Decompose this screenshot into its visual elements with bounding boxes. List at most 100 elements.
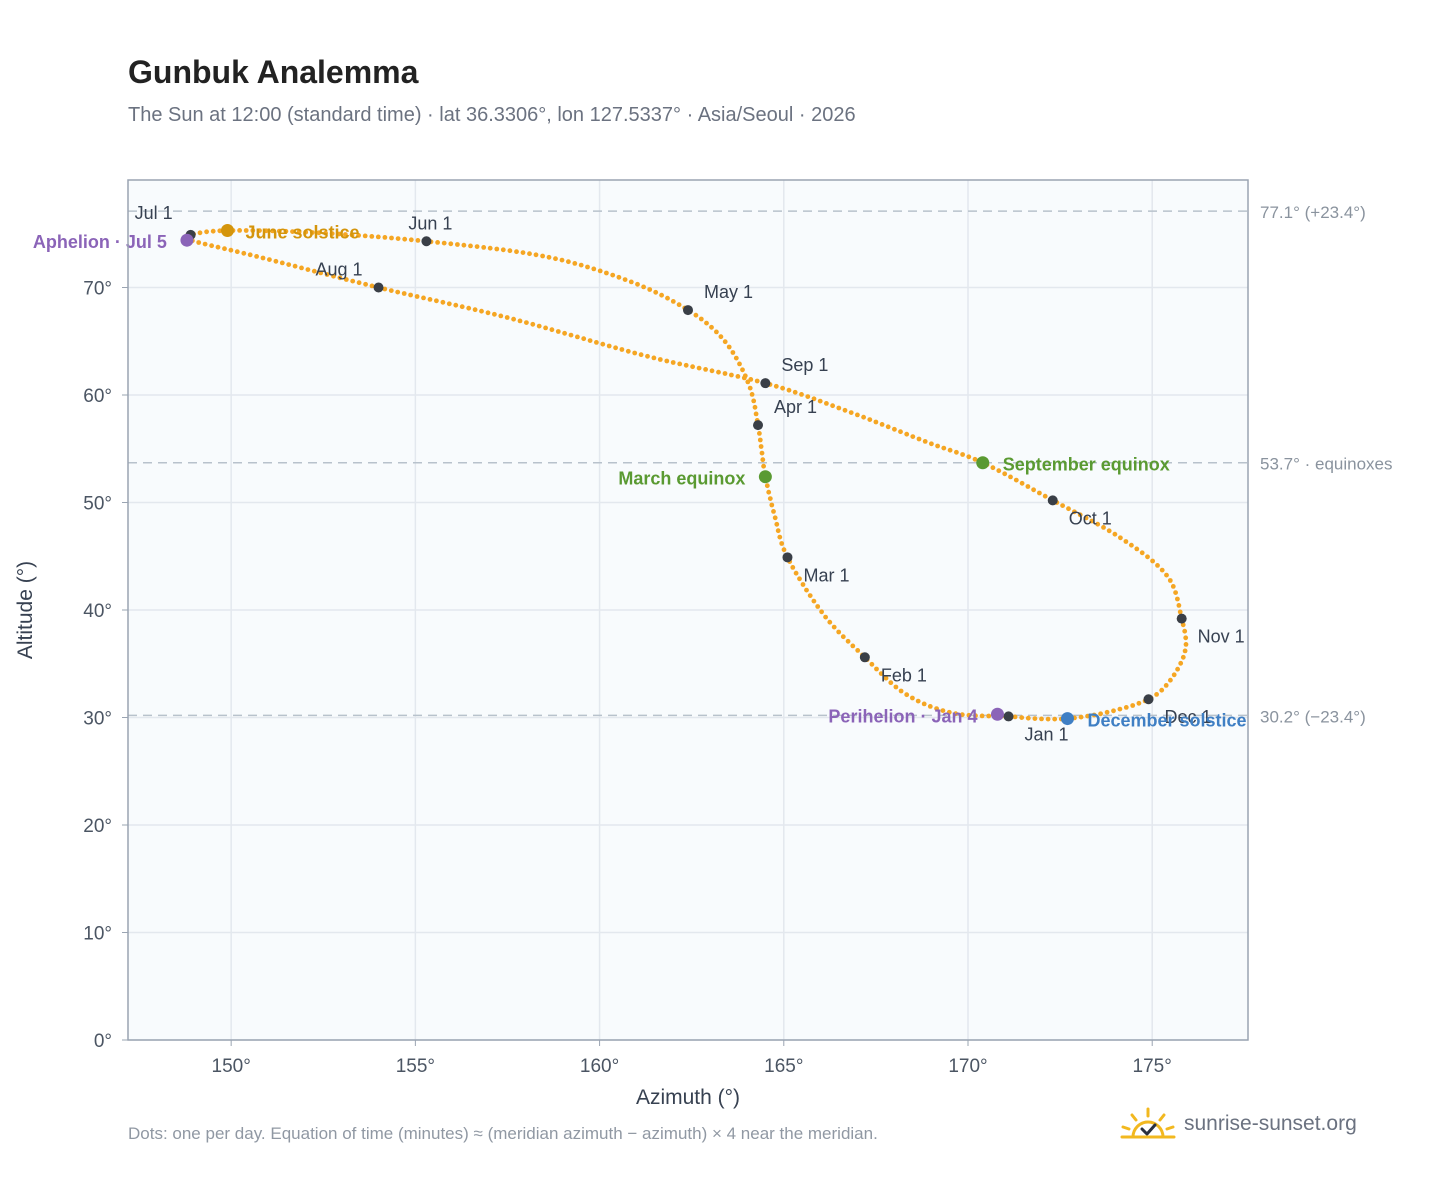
daily-sun-dot [946,709,952,715]
month-markers: Jan 1 Feb 1 Mar 1 Apr 1 May 1 Jun 1 Jul 1 Aug 1… [135,203,1245,745]
daily-sun-dot [836,405,842,411]
daily-sun-dot [878,671,884,676]
daily-sun-dot [879,422,885,427]
reference-lines: 77.1° (+23.4°) 53.7° · equinoxes 30.2° (−2… [128,203,1393,726]
daily-sun-dot [481,245,487,250]
month-marker [753,420,763,431]
daily-sun-dot [474,244,480,250]
daily-sun-dot [861,414,866,420]
daily-sun-dot [775,528,781,534]
daily-sun-dot [757,431,762,436]
daily-sun-dot [435,240,440,245]
daily-sun-dot [904,431,910,437]
daily-sun-dot [309,230,315,235]
daily-sun-dot [947,447,953,453]
daily-sun-dot [772,515,778,521]
daily-sun-dot [507,248,513,254]
daily-sun-dot [514,249,519,255]
daily-sun-dot [824,401,829,406]
daily-sun-dot [311,268,317,274]
daily-sun-dot [1163,683,1169,688]
month-marker [1003,711,1014,722]
daily-sun-dot [487,245,493,251]
brand-name[interactable]: sunrise-sunset.org [1184,1112,1357,1135]
daily-sun-dot [553,256,558,262]
daily-sun-dot [468,243,473,249]
daily-sun-dot [1019,480,1025,486]
daily-sun-dot [855,412,860,418]
daily-sun-dot [324,272,330,277]
daily-sun-dot [1002,471,1008,477]
daily-sun-dot [318,270,324,276]
daily-sun-dot [751,398,757,404]
daily-sun-dot [730,350,736,355]
daily-sun-dot [343,232,348,237]
chart-subtitle: The Sun at 12:00 (standard time) · lat 3… [128,104,856,126]
daily-sun-dot [559,257,565,263]
daily-sun-dot [453,302,459,308]
daily-sun-dot [459,304,465,310]
daily-sun-dot [517,318,523,324]
daily-sun-dot [241,250,247,256]
daily-sun-dot [840,634,846,640]
daily-sun-dot [604,270,609,276]
daily-sun-dot [737,361,742,367]
daily-sun-dot [645,353,650,359]
daily-sun-dot [676,302,682,308]
daily-sun-dot [1083,515,1089,521]
daily-sun-dot [202,241,208,247]
daily-sun-dot [1177,609,1183,615]
daily-sun-dot [1183,642,1189,647]
daily-sun-dot [716,369,721,375]
daily-sun-dot [1013,477,1019,483]
x-tick-label: 175° [1133,1056,1172,1077]
daily-sun-dot [1060,503,1065,508]
month-marker [1047,495,1058,506]
daily-sun-dot [336,231,342,237]
daily-sun-dot [292,263,298,269]
daily-sun-dot [1077,512,1083,518]
daily-sun-dot [1008,474,1013,480]
daily-sun-dot [718,334,724,340]
daily-sun-dot [305,267,311,272]
daily-sun-dot [904,692,910,698]
daily-sun-dot [758,444,764,449]
daily-sun-dot [382,286,388,292]
daily-sun-dot [500,247,506,253]
daily-sun-dot [527,251,532,257]
daily-sun-dot [704,320,709,326]
daily-sun-dot [343,277,349,282]
daily-sun-dot [1091,712,1097,718]
daily-sun-dot [893,684,899,690]
daily-sun-dot [1134,546,1140,552]
event-marker [1060,712,1074,726]
daily-sun-dot [479,308,484,314]
month-marker [859,652,870,663]
daily-sun-dot [910,695,915,701]
daily-sun-dot [375,234,381,240]
x-tick-label: 150° [212,1056,251,1077]
event-label: Perihelion · Jan 4 [828,706,977,726]
daily-sun-dot [572,261,578,266]
daily-sun-dot [549,327,555,333]
daily-sun-dot [1072,509,1077,515]
month-marker [1143,694,1154,705]
daily-sun-dot [1130,703,1136,708]
daily-sun-dot [722,371,728,376]
daily-sun-dot [276,228,282,234]
daily-sun-dot [800,582,806,587]
daily-sun-dot [804,587,809,593]
daily-sun-dot [831,624,837,630]
daily-sun-dot [790,565,796,570]
daily-sun-dot [356,280,362,286]
daily-sun-dot [764,483,770,489]
daily-sun-dot [622,277,628,282]
brand[interactable]: sunrise-sunset.org [1120,1104,1357,1144]
x-tick-label: 170° [948,1056,987,1077]
daily-sun-dot [929,441,934,447]
daily-sun-dot [1042,493,1048,499]
daily-sun-dot [543,325,548,331]
daily-sun-dot [779,541,785,546]
daily-sun-dot [703,367,708,372]
daily-sun-dot [1089,518,1095,524]
